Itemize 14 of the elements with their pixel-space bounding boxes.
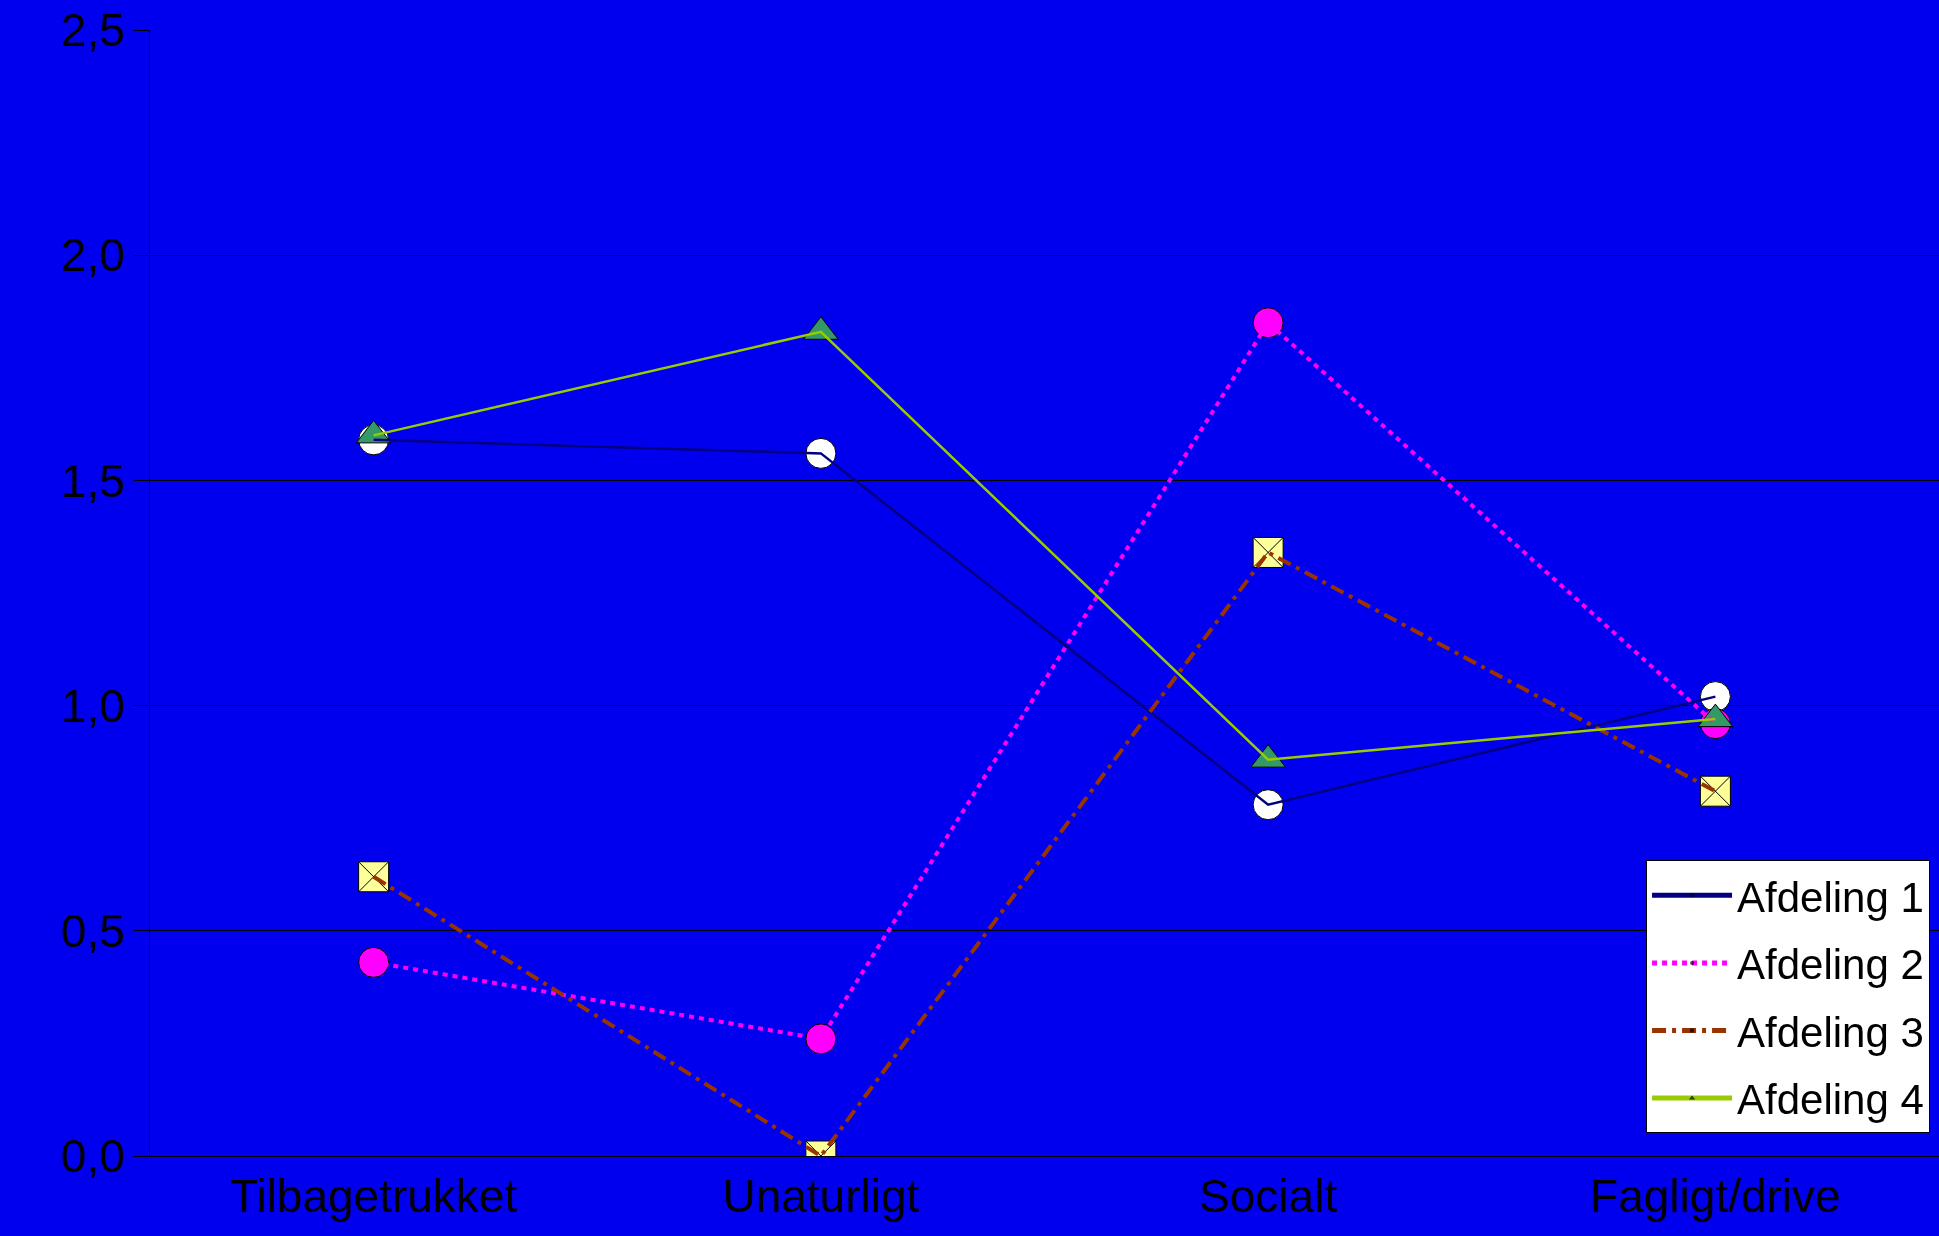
x-tick-label: Unaturligt — [722, 1170, 920, 1223]
y-tick-label: 0,0 — [60, 1130, 125, 1183]
x-tick-label: Fagligt/drive — [1590, 1170, 1841, 1223]
y-tick-label: 1,0 — [60, 679, 125, 732]
y-tick-label: 2,0 — [60, 229, 125, 282]
y-tick-label: 1,5 — [60, 454, 125, 507]
x-tick-label: Socialt — [1199, 1170, 1338, 1223]
legend-label: Afdeling 2 — [1737, 941, 1924, 989]
y-tick-label: 0,5 — [60, 904, 125, 957]
x-tick-label: Tilbagetrukket — [230, 1170, 518, 1223]
legend-label: Afdeling 1 — [1737, 873, 1924, 921]
legend-label: Afdeling 3 — [1737, 1008, 1924, 1056]
legend-label: Afdeling 4 — [1737, 1076, 1924, 1124]
y-tick-label: 2,5 — [60, 4, 125, 57]
